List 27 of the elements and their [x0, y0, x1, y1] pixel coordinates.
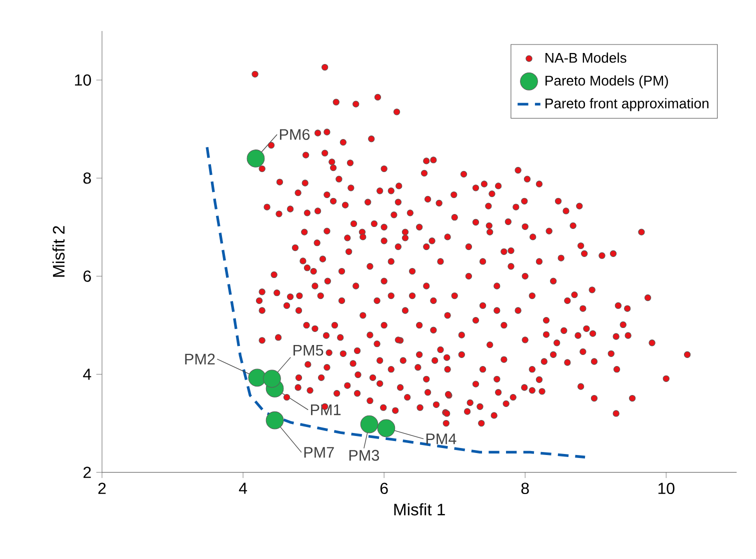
annotation: PM4 [426, 434, 456, 444]
annotation: PM2 [185, 354, 215, 364]
x-tick-label: 8 [521, 482, 529, 494]
annotation: PM7 [304, 447, 334, 458]
legend-label: Pareto Models (PM) [546, 75, 668, 88]
annotation: PM5 [294, 344, 324, 356]
point [263, 370, 281, 388]
y-axis-title: Misfit 2 [52, 226, 65, 277]
x-tick-label: 2 [98, 482, 106, 494]
point [248, 368, 266, 387]
y-tick-label: 2 [84, 466, 91, 478]
x-tick-label: 4 [238, 482, 248, 494]
x-tick-label: 10 [658, 482, 674, 494]
legend-label: NA-B Models [546, 52, 626, 63]
y-tick-label: 8 [83, 172, 91, 184]
x-tick-label: 6 [380, 482, 388, 494]
annotation: PM6 [280, 129, 310, 140]
y-tick-label: 10 [75, 74, 91, 86]
point [266, 411, 284, 430]
annotation: PM3 [349, 450, 380, 461]
y-tick-label: 4 [83, 368, 92, 380]
x-axis-title: Misfit 1 [394, 503, 445, 516]
y-tick-label: 6 [84, 270, 91, 282]
point [246, 150, 265, 168]
point [360, 415, 378, 434]
point [377, 419, 396, 438]
legend-label: Pareto front approximation [546, 98, 708, 112]
